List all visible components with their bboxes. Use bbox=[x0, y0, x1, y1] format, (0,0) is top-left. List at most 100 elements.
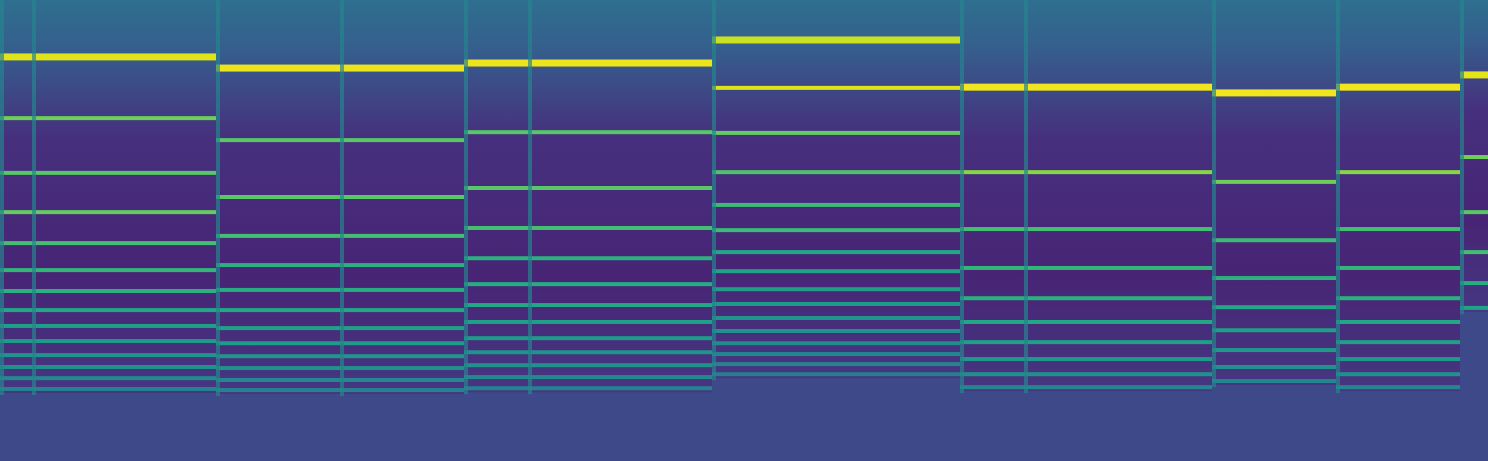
note-energy bbox=[712, 0, 960, 378]
note bbox=[1024, 0, 1212, 393]
harmonic bbox=[528, 303, 712, 307]
harmonic bbox=[960, 385, 1024, 389]
note bbox=[960, 0, 1024, 393]
harmonic bbox=[1460, 250, 1488, 254]
harmonic bbox=[712, 287, 960, 291]
harmonic bbox=[464, 336, 528, 340]
onset bbox=[960, 0, 964, 393]
harmonic bbox=[1460, 210, 1488, 214]
harmonic bbox=[1212, 365, 1336, 369]
harmonic bbox=[960, 84, 1024, 91]
onset bbox=[528, 0, 532, 394]
harmonic bbox=[528, 186, 712, 190]
harmonic bbox=[1336, 227, 1460, 231]
harmonic bbox=[216, 288, 340, 292]
harmonic bbox=[960, 340, 1024, 344]
harmonic bbox=[1212, 89, 1336, 96]
harmonic bbox=[32, 308, 216, 312]
harmonic bbox=[1212, 305, 1336, 309]
harmonic bbox=[1336, 385, 1460, 389]
spectrogram bbox=[0, 0, 1488, 461]
harmonic bbox=[464, 130, 528, 134]
harmonic bbox=[32, 376, 216, 380]
harmonic bbox=[1212, 379, 1336, 383]
harmonic bbox=[32, 365, 216, 369]
harmonic bbox=[712, 329, 960, 333]
harmonic bbox=[712, 316, 960, 320]
harmonic bbox=[1024, 266, 1212, 270]
harmonic bbox=[0, 387, 32, 391]
harmonic bbox=[712, 86, 960, 90]
harmonic bbox=[0, 376, 32, 380]
harmonic bbox=[1460, 281, 1488, 285]
note-energy bbox=[216, 0, 340, 394]
note bbox=[528, 0, 712, 394]
note-energy bbox=[960, 0, 1024, 391]
onset bbox=[1212, 0, 1216, 387]
harmonic bbox=[1212, 348, 1336, 352]
harmonic bbox=[216, 308, 340, 312]
harmonic bbox=[0, 53, 32, 60]
harmonic bbox=[32, 324, 216, 328]
harmonic bbox=[464, 375, 528, 379]
harmonic bbox=[216, 234, 340, 238]
note-energy bbox=[1336, 0, 1460, 391]
harmonic bbox=[464, 303, 528, 307]
harmonic bbox=[216, 354, 340, 358]
harmonic bbox=[0, 308, 32, 312]
harmonic bbox=[216, 366, 340, 370]
harmonic bbox=[216, 341, 340, 345]
harmonic bbox=[0, 171, 32, 175]
note bbox=[712, 0, 960, 380]
harmonic bbox=[528, 320, 712, 324]
onset bbox=[0, 0, 4, 395]
note bbox=[340, 0, 464, 396]
harmonic bbox=[32, 171, 216, 175]
onset bbox=[32, 0, 36, 395]
harmonic bbox=[0, 241, 32, 245]
note-energy bbox=[340, 0, 464, 394]
harmonic bbox=[32, 116, 216, 120]
harmonic bbox=[216, 326, 340, 330]
harmonic bbox=[0, 324, 32, 328]
harmonic bbox=[1024, 340, 1212, 344]
harmonic bbox=[0, 210, 32, 214]
harmonic bbox=[32, 210, 216, 214]
harmonic bbox=[32, 353, 216, 357]
harmonic bbox=[340, 366, 464, 370]
onset bbox=[1460, 0, 1464, 314]
harmonic bbox=[528, 130, 712, 134]
harmonic bbox=[0, 339, 32, 343]
harmonic bbox=[0, 116, 32, 120]
harmonic bbox=[1024, 357, 1212, 361]
harmonic bbox=[464, 282, 528, 286]
harmonic bbox=[712, 36, 960, 43]
harmonic bbox=[712, 131, 960, 135]
harmonic bbox=[464, 363, 528, 367]
harmonic bbox=[960, 357, 1024, 361]
note-energy bbox=[0, 0, 32, 393]
harmonic bbox=[340, 341, 464, 345]
harmonic bbox=[0, 365, 32, 369]
harmonic bbox=[712, 302, 960, 306]
harmonic bbox=[1336, 296, 1460, 300]
harmonic bbox=[1212, 180, 1336, 184]
harmonic bbox=[1024, 170, 1212, 174]
harmonic bbox=[712, 170, 960, 174]
harmonic bbox=[960, 372, 1024, 376]
harmonic bbox=[0, 353, 32, 357]
harmonic bbox=[960, 227, 1024, 231]
harmonic bbox=[1336, 357, 1460, 361]
harmonic bbox=[528, 226, 712, 230]
harmonic bbox=[32, 387, 216, 391]
onset bbox=[216, 0, 220, 396]
harmonic bbox=[216, 138, 340, 142]
background bbox=[0, 0, 1488, 461]
onset bbox=[340, 0, 344, 396]
harmonic bbox=[1336, 340, 1460, 344]
harmonic bbox=[340, 65, 464, 72]
harmonic bbox=[32, 339, 216, 343]
harmonic bbox=[1460, 71, 1488, 78]
harmonic bbox=[1024, 320, 1212, 324]
harmonic bbox=[340, 138, 464, 142]
